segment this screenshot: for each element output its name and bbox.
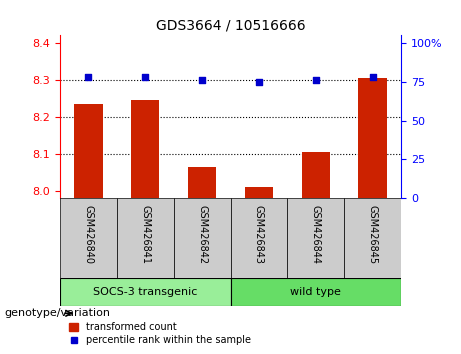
Point [312, 78, 319, 83]
Bar [301, 152, 330, 198]
Point [255, 79, 263, 85]
Bar [131, 100, 160, 198]
Title: GDS3664 / 10516666: GDS3664 / 10516666 [156, 19, 305, 33]
Bar [230, 198, 287, 278]
Point [142, 74, 149, 80]
Bar [230, 278, 401, 306]
Point [198, 78, 206, 83]
Text: genotype/variation: genotype/variation [5, 308, 111, 318]
Bar [344, 198, 401, 278]
Bar [74, 104, 102, 198]
Text: GSM426841: GSM426841 [140, 205, 150, 264]
Bar [245, 187, 273, 198]
Point [369, 74, 376, 80]
Bar [60, 198, 117, 278]
Bar [60, 278, 230, 306]
Bar [117, 198, 174, 278]
Text: wild type: wild type [290, 287, 341, 297]
Text: GSM426843: GSM426843 [254, 205, 264, 264]
Text: GSM426845: GSM426845 [367, 205, 378, 264]
Text: GSM426840: GSM426840 [83, 205, 94, 264]
Text: SOCS-3 transgenic: SOCS-3 transgenic [93, 287, 197, 297]
Text: GSM426842: GSM426842 [197, 205, 207, 264]
Bar [287, 198, 344, 278]
Text: GSM426844: GSM426844 [311, 205, 321, 264]
Bar [358, 78, 387, 198]
Point [85, 74, 92, 80]
Legend: transformed count, percentile rank within the sample: transformed count, percentile rank withi… [65, 319, 255, 349]
Bar [174, 198, 230, 278]
Bar [188, 167, 216, 198]
